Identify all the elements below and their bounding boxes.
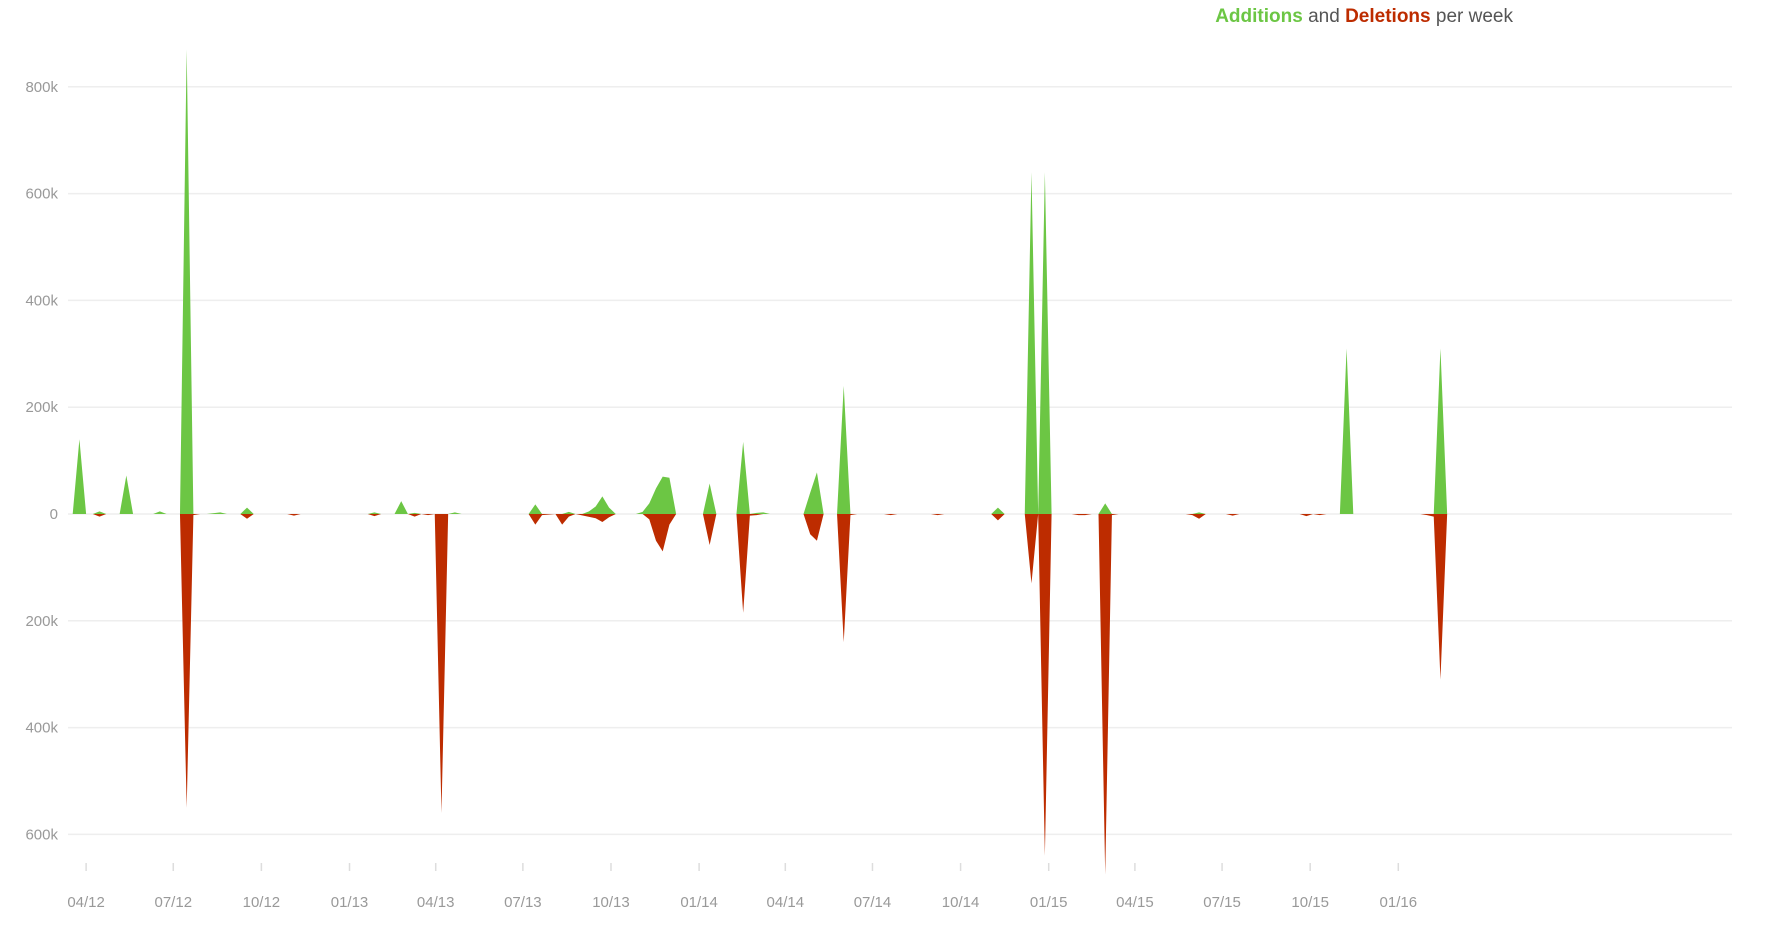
x-tick-label: 01/13 bbox=[331, 894, 369, 911]
x-tick-label: 07/13 bbox=[504, 894, 542, 911]
x-tick-label: 10/15 bbox=[1291, 894, 1329, 911]
y-tick-label: 200k bbox=[25, 399, 58, 416]
plot-areas bbox=[66, 49, 1461, 875]
y-tick-label: 800k bbox=[25, 79, 58, 96]
x-tick-label: 04/14 bbox=[767, 894, 805, 911]
x-axis: 04/12 07/12 10/12 01/13 04/13 07/13 10/13 01/14… bbox=[67, 863, 1417, 911]
title-additions: Additions bbox=[1215, 6, 1303, 27]
y-tick-label: 400k bbox=[25, 292, 58, 309]
y-tick-label: 600k bbox=[25, 186, 58, 203]
x-tick-label: 07/15 bbox=[1203, 894, 1241, 911]
x-tick-label: 04/15 bbox=[1116, 894, 1154, 911]
x-tick-label: 01/16 bbox=[1380, 894, 1418, 911]
title-suffix: per week bbox=[1435, 6, 1513, 27]
x-tick-label: 04/13 bbox=[417, 894, 455, 911]
x-tick-label: 10/14 bbox=[942, 894, 980, 911]
x-tick-label: 04/12 bbox=[67, 894, 105, 911]
series-additions-area bbox=[66, 49, 1461, 515]
y-tick-label: 200k bbox=[25, 613, 58, 630]
y-tick-label: 0 bbox=[50, 506, 58, 523]
x-tick-label: 10/13 bbox=[592, 894, 630, 911]
grid bbox=[68, 86, 1732, 836]
x-tick-label: 10/12 bbox=[243, 894, 281, 911]
x-tick-label: 01/14 bbox=[680, 894, 718, 911]
x-tick-label: 07/14 bbox=[854, 894, 892, 911]
title-and: and bbox=[1308, 6, 1340, 27]
x-tick-label: 01/15 bbox=[1030, 894, 1068, 911]
x-tick-label: 07/12 bbox=[155, 894, 193, 911]
title-deletions: Deletions bbox=[1345, 6, 1431, 27]
y-tick-label: 600k bbox=[25, 826, 58, 843]
y-axis: 800k 600k 400k 200k 0 200k 400k 600k bbox=[25, 79, 58, 844]
chart-title: Additions and Deletions per week bbox=[1215, 6, 1513, 28]
series-deletions-area bbox=[66, 514, 1461, 875]
y-tick-label: 400k bbox=[25, 720, 58, 737]
